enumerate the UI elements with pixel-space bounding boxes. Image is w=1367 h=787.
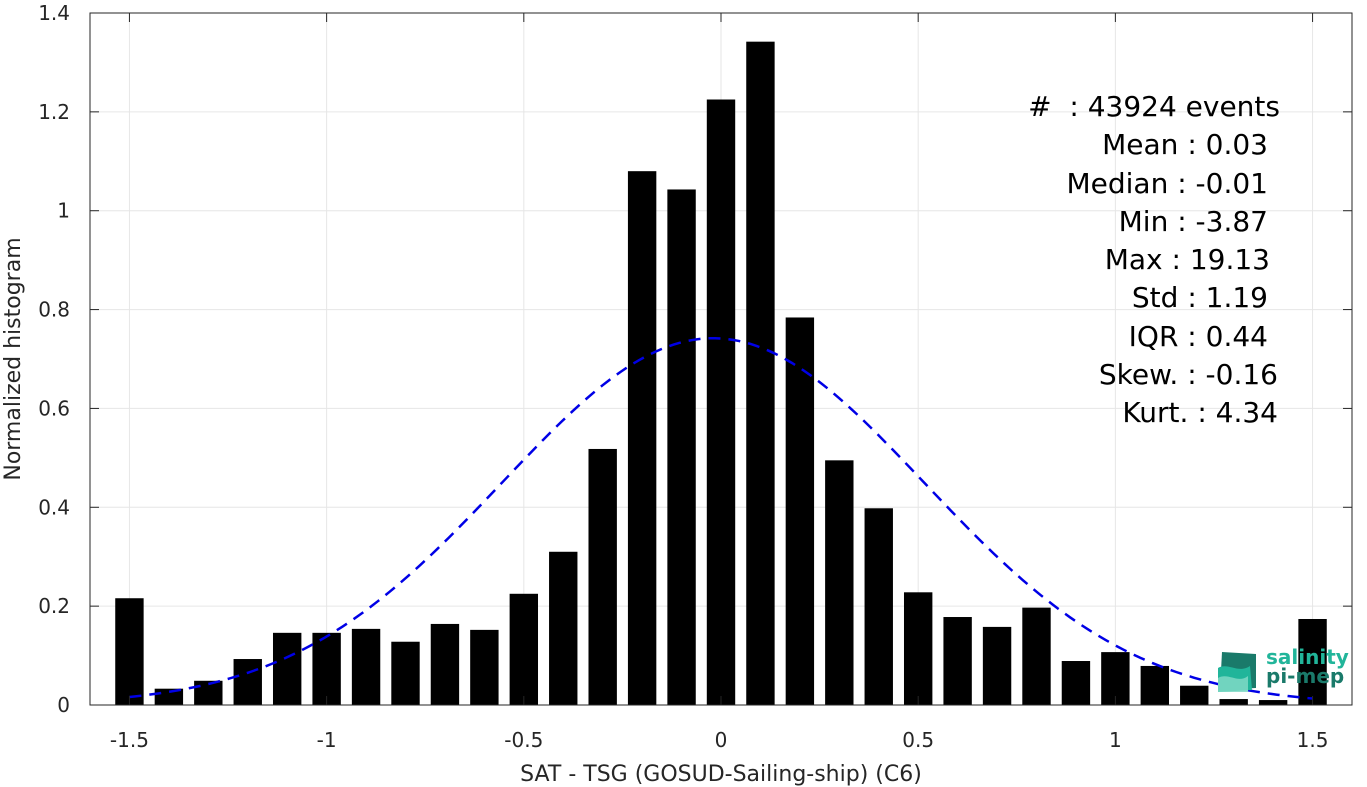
histogram-bar [706,99,736,705]
y-axis-label: Normalized histogram [1,237,26,480]
x-tick-label: -1 [317,728,337,752]
stat-iqr: IQR : 0.44 [1128,319,1268,353]
y-tick-label: 1 [57,199,70,223]
x-tick-label: 1 [1109,728,1122,752]
stat-max: Max : 19.13 [1104,243,1270,277]
histogram-bar [272,632,302,705]
histogram-bar [943,617,972,705]
histogram-bar [194,680,223,705]
stat-kurt: Kurt. : 4.34 [1122,396,1278,430]
x-tick-label: 1.5 [1297,728,1329,752]
y-tick-label: 0.6 [38,396,70,420]
histogram-bar [627,171,657,705]
y-tick-label: 0 [57,693,70,717]
histogram-bar [785,317,815,705]
histogram-bar [1298,618,1327,705]
histogram-bar [549,551,578,705]
histogram-bar [391,641,420,705]
histogram-bar [312,632,341,705]
y-tick-label: 0.4 [38,495,70,519]
histogram-bar [351,628,381,705]
histogram-bar [1061,661,1091,705]
normal-fit-curve [129,337,1313,700]
histogram-bar [509,593,539,705]
histogram-bar [746,41,775,705]
histogram-bar [588,448,617,705]
stat-median: Median : -0.01 [1066,166,1268,200]
histogram-bar [470,629,499,705]
histogram-bar [1140,665,1170,705]
x-tick-label: -0.5 [504,728,543,752]
statistics-annotation: # : 43924 events Mean : 0.03 Median : -0… [900,88,1290,433]
histogram-bar [1219,699,1248,705]
histogram-bar [864,508,893,705]
histogram-bar [903,592,933,705]
y-tick-label: 1.2 [38,100,70,124]
logo-line-1: salinity [1266,645,1349,669]
histogram-bar [825,460,854,705]
logo-mark-icon [1218,652,1256,692]
histogram-bar [430,623,460,705]
histogram-bars [115,41,1327,705]
x-tick-label: 0 [715,728,728,752]
histogram-bar [115,598,144,705]
histogram-bar [1258,700,1288,705]
histogram-bar [233,659,262,705]
x-tick-label: -1.5 [110,728,149,752]
y-axis-ticks: 0 0.2 0.4 0.6 0.8 1 1.2 1.4 [38,1,1352,717]
x-axis-label: SAT - TSG (GOSUD-Sailing-ship) (C6) [520,762,922,787]
y-tick-label: 0.2 [38,594,70,618]
stat-mean: Mean : 0.03 [1102,128,1268,162]
stat-min: Min : -3.87 [1118,204,1268,238]
histogram-bar [982,626,1012,705]
histogram-bar [667,189,696,705]
x-axis-ticks: -1.5 -1 -0.5 0 0.5 1 1.5 [110,13,1329,752]
histogram-bar [154,688,184,705]
x-tick-label: 0.5 [902,728,934,752]
histogram-bar [1022,607,1051,705]
y-tick-label: 1.4 [38,1,70,25]
salinity-pi-mep-logo: salinity pi-mep [1216,645,1349,694]
stat-count: # : 43924 events [1028,90,1280,123]
stat-skew: Skew. : -0.16 [1098,358,1278,392]
logo-line-2: pi-mep [1266,664,1345,688]
histogram-bar [1180,685,1209,705]
y-tick-label: 0.8 [38,298,70,322]
stat-std: Std : 1.19 [1131,281,1268,315]
